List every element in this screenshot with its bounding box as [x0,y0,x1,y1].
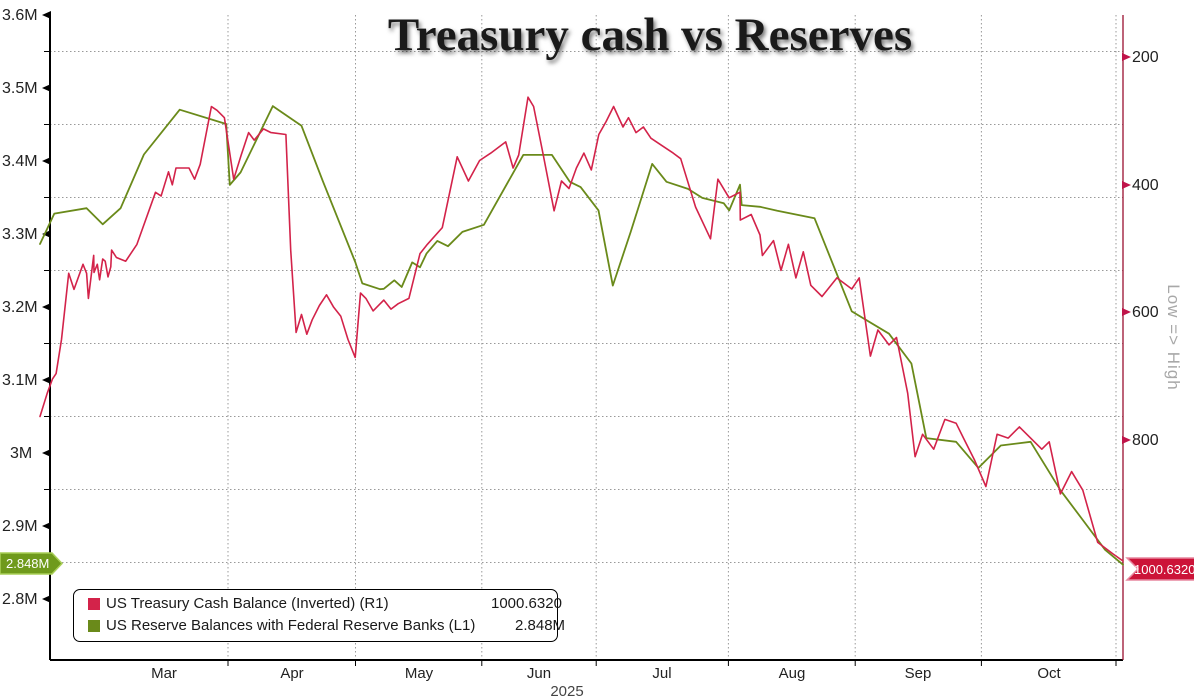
svg-text:2.848M: 2.848M [6,556,49,571]
svg-text:1000.6320: 1000.6320 [1134,562,1194,577]
